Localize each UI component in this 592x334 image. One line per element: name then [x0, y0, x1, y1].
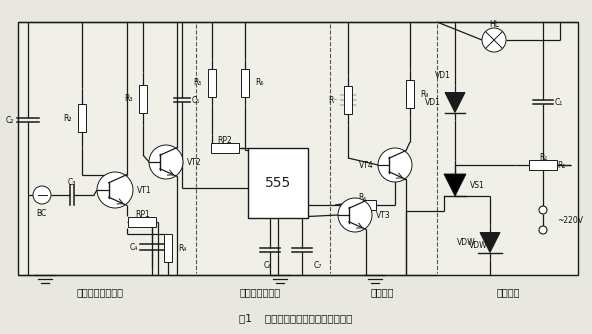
Text: VT4: VT4: [359, 161, 374, 169]
Text: 光控电路: 光控电路: [370, 287, 394, 297]
Text: C₆: C₆: [264, 261, 272, 270]
Text: RP1: RP1: [135, 209, 150, 218]
Circle shape: [33, 186, 51, 204]
Text: C₃: C₃: [68, 177, 76, 186]
Text: VDW: VDW: [458, 238, 476, 247]
Text: VT1: VT1: [137, 185, 152, 194]
Text: BC: BC: [36, 208, 46, 217]
Text: VD1: VD1: [435, 70, 451, 79]
Text: C₅: C₅: [192, 96, 200, 105]
Circle shape: [482, 28, 506, 52]
Text: C₂: C₂: [6, 116, 14, 125]
Bar: [344, 86, 352, 114]
Polygon shape: [480, 232, 500, 253]
Text: C₄: C₄: [130, 242, 138, 252]
Text: VDW: VDW: [469, 240, 488, 249]
Text: 单稳态延时电路: 单稳态延时电路: [239, 287, 281, 297]
Text: R₁: R₁: [539, 153, 547, 162]
Bar: [241, 68, 249, 97]
Text: R₉: R₉: [420, 90, 429, 99]
Bar: [211, 143, 239, 153]
Text: R₂: R₂: [63, 114, 72, 123]
Text: Rₛ: Rₛ: [358, 192, 366, 201]
Polygon shape: [444, 174, 466, 196]
Text: 图1    光控和声控延时照明楼道灯电路: 图1 光控和声控延时照明楼道灯电路: [239, 313, 353, 323]
Bar: [208, 68, 216, 97]
Circle shape: [149, 145, 183, 179]
Circle shape: [378, 148, 412, 182]
Text: VD1: VD1: [425, 98, 441, 107]
Circle shape: [338, 198, 372, 232]
Circle shape: [97, 172, 133, 208]
Bar: [128, 217, 156, 227]
Text: R₃: R₃: [124, 94, 133, 103]
Text: VT3: VT3: [376, 210, 391, 219]
Text: 555: 555: [265, 176, 291, 190]
Text: R₆: R₆: [255, 78, 263, 87]
Bar: [406, 80, 414, 108]
Bar: [139, 85, 147, 113]
Bar: [78, 104, 86, 132]
Text: R⁻: R⁻: [329, 96, 338, 105]
Circle shape: [539, 226, 547, 234]
Text: ~220V: ~220V: [557, 215, 583, 224]
Bar: [248, 148, 308, 218]
Bar: [529, 160, 557, 170]
Circle shape: [539, 206, 547, 214]
Text: 电源电路: 电源电路: [496, 287, 520, 297]
Text: HL: HL: [489, 19, 499, 28]
Text: C₁: C₁: [555, 98, 563, 107]
Bar: [164, 234, 172, 262]
Text: C₇: C₇: [314, 261, 322, 270]
Text: VS1: VS1: [470, 180, 485, 189]
Text: R₅: R₅: [194, 78, 202, 87]
Text: R₄: R₄: [178, 243, 186, 253]
Bar: [349, 200, 377, 210]
Text: 声控接收放大电路: 声控接收放大电路: [76, 287, 124, 297]
Text: R₁: R₁: [557, 161, 565, 169]
Polygon shape: [445, 93, 465, 113]
Bar: [18, 22, 578, 275]
Text: RP2: RP2: [217, 136, 232, 145]
Text: VT2: VT2: [187, 158, 202, 167]
